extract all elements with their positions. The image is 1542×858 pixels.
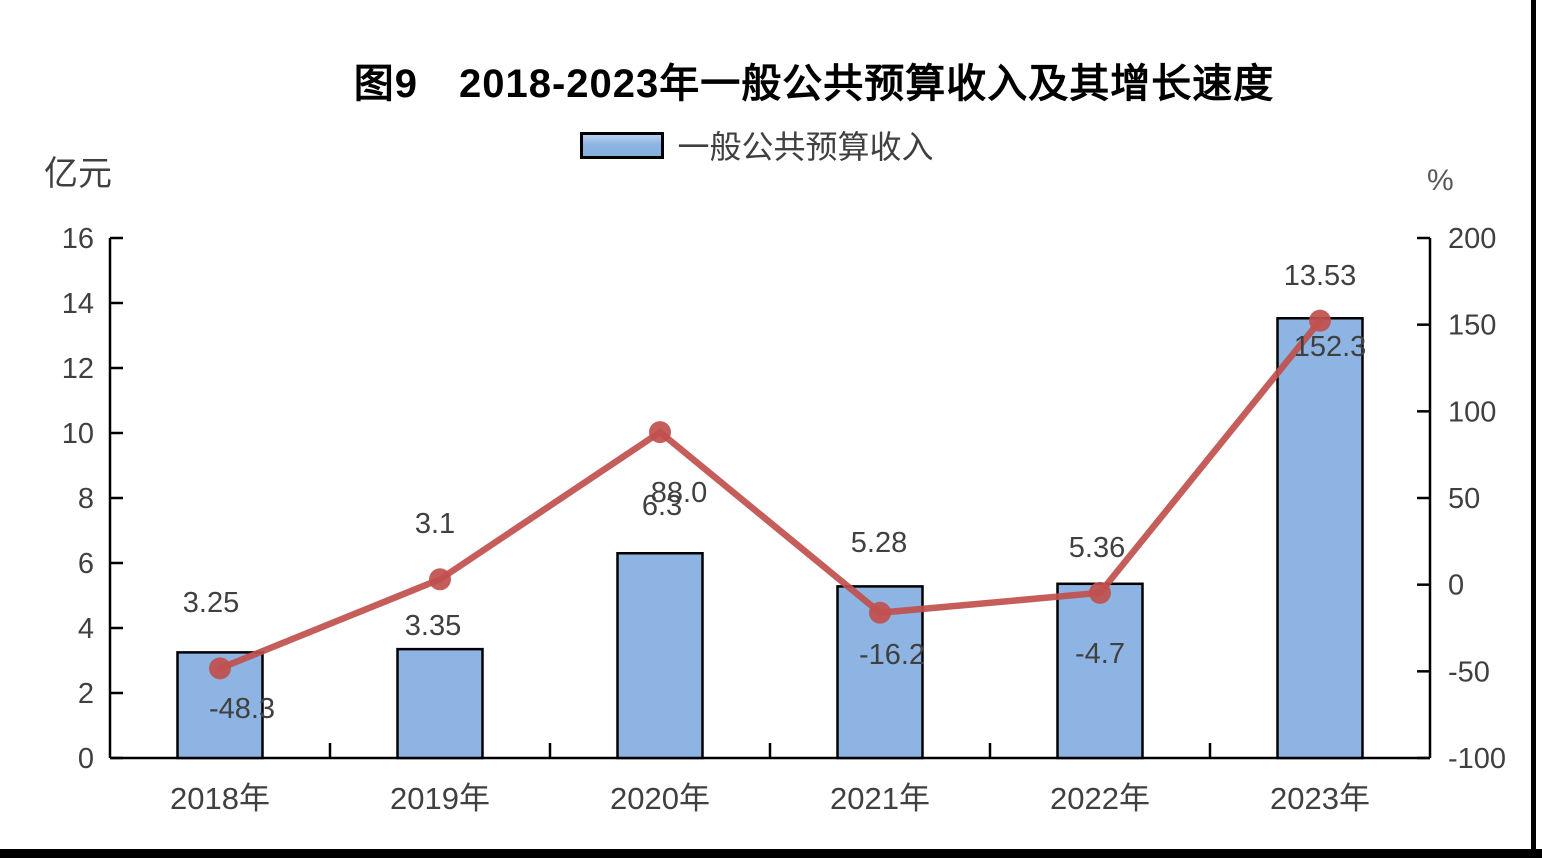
x-axis-category-label: 2018年	[170, 781, 270, 816]
right-axis-unit-label: %	[1427, 164, 1454, 197]
growth-line-marker	[429, 568, 451, 591]
growth-line-marker	[1089, 581, 1111, 604]
bar-value-label: 5.36	[1069, 532, 1125, 564]
right-axis-tick-label: 100	[1448, 396, 1496, 428]
left-axis-tick-label: 8	[78, 483, 94, 515]
frame-bottom-border	[0, 849, 1542, 858]
right-axis-tick-label: 0	[1448, 570, 1464, 602]
line-value-label: -48.3	[209, 693, 275, 725]
x-axis-category-label: 2020年	[610, 781, 710, 816]
growth-line	[216, 317, 1324, 672]
growth-line-marker	[1309, 309, 1331, 332]
left-axis-tick-label: 12	[62, 353, 94, 385]
x-axis-category-label: 2021年	[830, 781, 930, 816]
growth-line-marker	[649, 421, 671, 444]
legend-item-label: 一般公共预算收入	[677, 129, 934, 165]
left-axis-tick-label: 14	[62, 288, 94, 320]
bar-value-label: 13.53	[1284, 260, 1357, 292]
line-value-label: 152.3	[1294, 331, 1367, 363]
x-axis-category-label: 2022年	[1050, 781, 1150, 816]
legend-item: 一般公共预算收入	[580, 122, 934, 168]
bar-value-label: 3.25	[183, 587, 239, 619]
left-axis-tick-label: 2	[78, 678, 94, 710]
left-axis-unit-label: 亿元	[44, 155, 112, 193]
left-axis-tick-label: 4	[78, 613, 94, 645]
revenue-bar	[616, 552, 704, 760]
right-axis-tick-label: -50	[1448, 656, 1490, 688]
line-value-label: -16.2	[859, 639, 925, 671]
left-axis-tick-label: 16	[62, 223, 94, 255]
line-value-label: 88.0	[651, 477, 707, 509]
revenue-bar	[1276, 317, 1364, 760]
bar-value-label: 3.35	[405, 610, 461, 642]
left-axis-tick-label: 6	[78, 548, 94, 580]
left-axis-tick-label: 10	[62, 418, 94, 450]
revenue-bar	[1056, 582, 1144, 760]
growth-line-marker	[869, 601, 891, 624]
right-axis-tick-label: -100	[1448, 743, 1506, 775]
legend-bar-swatch-icon	[580, 131, 665, 159]
line-value-label: -4.7	[1075, 638, 1125, 670]
growth-line-marker	[209, 657, 231, 680]
chart-title: 图9 2018-2023年一般公共预算收入及其增长速度	[353, 61, 1275, 106]
frame-right-border	[1531, 0, 1536, 858]
revenue-bar	[396, 647, 484, 760]
x-axis-category-label: 2019年	[390, 781, 490, 816]
legend: 一般公共预算收入	[0, 122, 1542, 168]
right-axis-tick-label: 50	[1448, 483, 1480, 515]
bar-value-label: 6.3	[642, 490, 682, 522]
line-value-label: 3.1	[415, 508, 455, 540]
bar-value-label: 5.28	[851, 527, 907, 559]
right-axis-tick-label: 150	[1448, 310, 1496, 342]
right-axis-tick-label: 200	[1448, 223, 1496, 255]
x-axis-category-label: 2023年	[1270, 781, 1370, 816]
left-axis-tick-label: 0	[78, 743, 94, 775]
